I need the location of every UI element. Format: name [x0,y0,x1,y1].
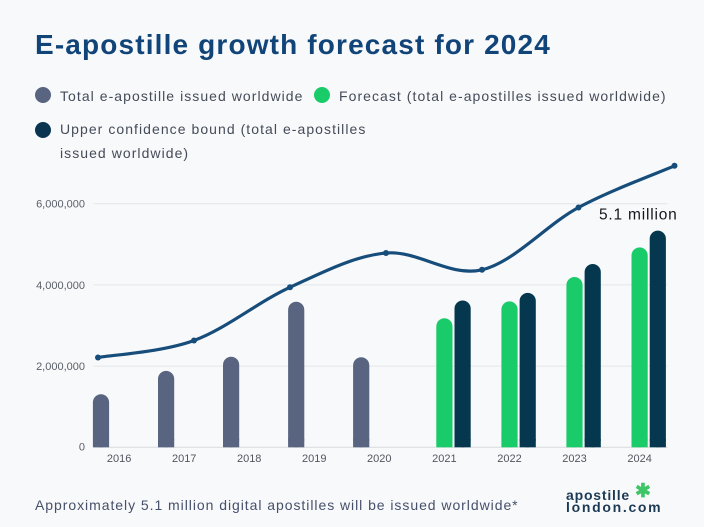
svg-text:2016: 2016 [107,453,131,465]
svg-text:0: 0 [79,441,85,453]
svg-text:6,000,000: 6,000,000 [36,199,85,211]
svg-text:5.1 million: 5.1 million [599,207,678,224]
svg-text:2021: 2021 [432,453,456,465]
svg-text:4,000,000: 4,000,000 [36,280,85,292]
svg-text:2024: 2024 [627,453,651,465]
svg-text:2022: 2022 [497,453,521,465]
svg-text:2017: 2017 [172,453,196,465]
svg-text:2018: 2018 [237,453,261,465]
svg-text:2023: 2023 [562,453,586,465]
svg-text:2019: 2019 [302,453,326,465]
svg-text:2020: 2020 [367,453,391,465]
svg-text:2,000,000: 2,000,000 [36,361,85,373]
